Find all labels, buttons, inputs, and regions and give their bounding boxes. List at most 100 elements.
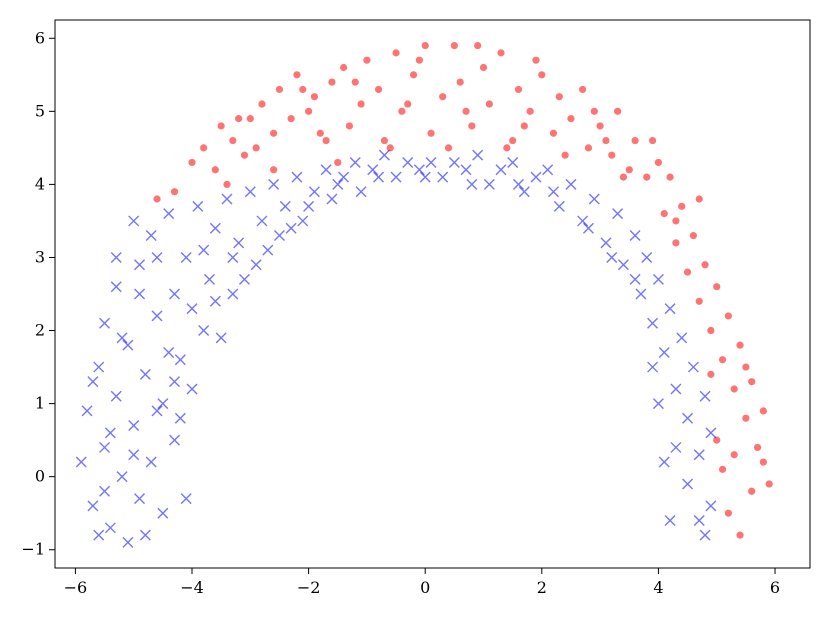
red-point-79 xyxy=(695,195,703,203)
red-point-17 xyxy=(328,78,336,86)
red-point-102 xyxy=(672,217,680,225)
plot-frame xyxy=(54,19,811,569)
red-point-73 xyxy=(736,531,744,539)
blue-point-37 xyxy=(250,259,262,271)
blue-point-103 xyxy=(186,303,198,315)
red-point-42 xyxy=(567,115,575,123)
red-point-56 xyxy=(683,268,692,276)
x-tick-label: −6 xyxy=(64,578,88,597)
red-point-23 xyxy=(380,136,389,145)
blue-point-90 xyxy=(705,427,717,439)
blue-point-2 xyxy=(87,500,99,512)
blue-point-50 xyxy=(367,164,379,176)
blue-point-86 xyxy=(693,449,705,461)
blue-point-101 xyxy=(163,346,175,358)
blue-point-46 xyxy=(326,193,338,205)
blue-point-119 xyxy=(629,273,641,285)
red-point-28 xyxy=(427,129,435,137)
blue-point-57 xyxy=(448,156,460,168)
y-tick-label: 3 xyxy=(35,247,45,266)
red-point-20 xyxy=(357,100,365,108)
red-point-26 xyxy=(409,71,418,79)
red-point-47 xyxy=(614,107,622,115)
red-point-4 xyxy=(211,166,219,174)
red-point-98 xyxy=(520,122,528,130)
blue-point-17 xyxy=(145,456,157,468)
x-tick-label: 4 xyxy=(653,578,663,597)
red-point-1 xyxy=(170,188,179,196)
blue-point-76 xyxy=(647,317,659,329)
red-point-93 xyxy=(270,166,278,174)
blue-point-16 xyxy=(145,230,157,242)
red-point-37 xyxy=(514,85,523,94)
blue-point-124 xyxy=(151,405,163,417)
blue-point-118 xyxy=(606,251,618,263)
blue-point-117 xyxy=(582,222,594,234)
red-point-95 xyxy=(619,173,628,181)
red-point-62 xyxy=(718,356,727,364)
blue-point-48 xyxy=(349,156,361,168)
red-point-11 xyxy=(275,85,284,94)
red-point-51 xyxy=(654,158,663,167)
blue-point-36 xyxy=(244,186,256,198)
blue-point-111 xyxy=(332,178,344,190)
blue-point-60 xyxy=(483,178,495,190)
blue-point-58 xyxy=(460,164,472,176)
red-point-57 xyxy=(689,231,697,240)
blue-point-27 xyxy=(186,383,198,395)
blue-point-41 xyxy=(279,200,291,212)
red-point-19 xyxy=(345,122,354,130)
blue-point-61 xyxy=(495,164,507,176)
blue-point-100 xyxy=(151,251,163,263)
red-point-24 xyxy=(392,49,400,57)
x-tick-label: −2 xyxy=(297,578,321,597)
blue-point-102 xyxy=(174,412,186,424)
red-point-71 xyxy=(713,436,721,444)
red-point-12 xyxy=(287,115,295,123)
blue-point-19 xyxy=(157,507,169,519)
red-point-45 xyxy=(596,122,604,130)
blue-point-63 xyxy=(518,186,530,198)
blue-point-92 xyxy=(664,515,676,527)
blue-point-13 xyxy=(134,259,146,271)
blue-point-98 xyxy=(116,332,128,344)
red-point-46 xyxy=(608,151,616,159)
blue-point-11 xyxy=(122,339,134,351)
blue-point-1 xyxy=(81,405,93,417)
blue-point-25 xyxy=(180,493,192,505)
red-point-35 xyxy=(497,49,505,57)
blue-point-40 xyxy=(273,230,285,242)
blue-point-29 xyxy=(198,325,210,337)
red-point-84 xyxy=(415,56,423,64)
red-point-34 xyxy=(485,100,493,108)
blue-point-31 xyxy=(209,222,221,234)
red-point-18 xyxy=(339,63,348,72)
blue-point-122 xyxy=(128,449,140,461)
blue-point-94 xyxy=(652,398,664,410)
blue-point-72 xyxy=(617,259,629,271)
red-point-27 xyxy=(421,41,429,50)
blue-point-73 xyxy=(629,230,641,242)
blue-point-62 xyxy=(507,156,519,168)
blue-point-82 xyxy=(676,332,688,344)
blue-point-80 xyxy=(670,383,682,395)
red-point-63 xyxy=(724,312,732,320)
red-point-7 xyxy=(240,151,249,159)
blue-point-28 xyxy=(192,200,204,212)
blue-point-91 xyxy=(705,500,717,512)
blue-point-114 xyxy=(466,178,478,190)
y-tick-label: 4 xyxy=(35,174,45,193)
blue-point-23 xyxy=(169,288,181,300)
red-point-80 xyxy=(648,136,657,145)
red-point-40 xyxy=(549,129,558,137)
blue-point-85 xyxy=(687,361,699,373)
red-point-8 xyxy=(246,115,254,123)
blue-point-74 xyxy=(635,288,647,300)
blue-point-67 xyxy=(565,178,577,190)
blue-point-56 xyxy=(437,171,449,183)
red-point-15 xyxy=(310,93,319,101)
x-tick-label: 6 xyxy=(770,578,780,597)
red-point-52 xyxy=(660,210,668,218)
blue-point-121 xyxy=(99,485,111,497)
blue-point-39 xyxy=(268,178,280,190)
